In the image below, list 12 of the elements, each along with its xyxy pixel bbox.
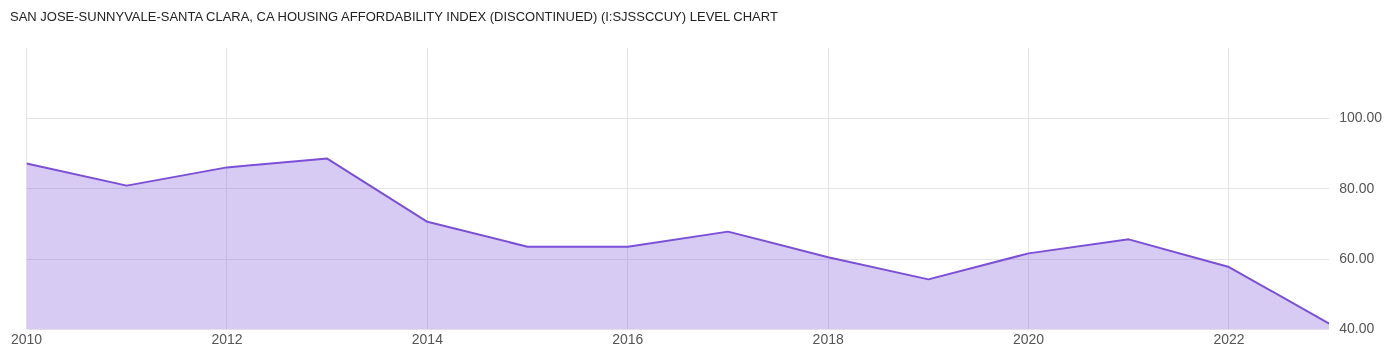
x-tick-label: 2010 [10,331,43,348]
y-tick-label: 100.00 [1339,109,1383,126]
x-tick-label: 2012 [211,331,243,348]
x-tick-label: 2022 [1213,331,1245,348]
x-tick-label: 2016 [612,331,644,348]
x-tick-label: 2018 [812,331,844,348]
chart-title: SAN JOSE-SUNNYVALE-SANTA CLARA, CA HOUSING AFFORDABILITY INDEX (DISCONTINUED) (I:SJSSCCUY) LEVEL CHART [10,8,779,26]
x-tick-label: 2014 [411,331,444,348]
y-tick-label: 40.00 [1339,320,1375,337]
x-tick-label: 2020 [1013,331,1045,348]
y-tick-label: 80.00 [1339,179,1375,196]
y-tick-label: 60.00 [1339,249,1375,266]
